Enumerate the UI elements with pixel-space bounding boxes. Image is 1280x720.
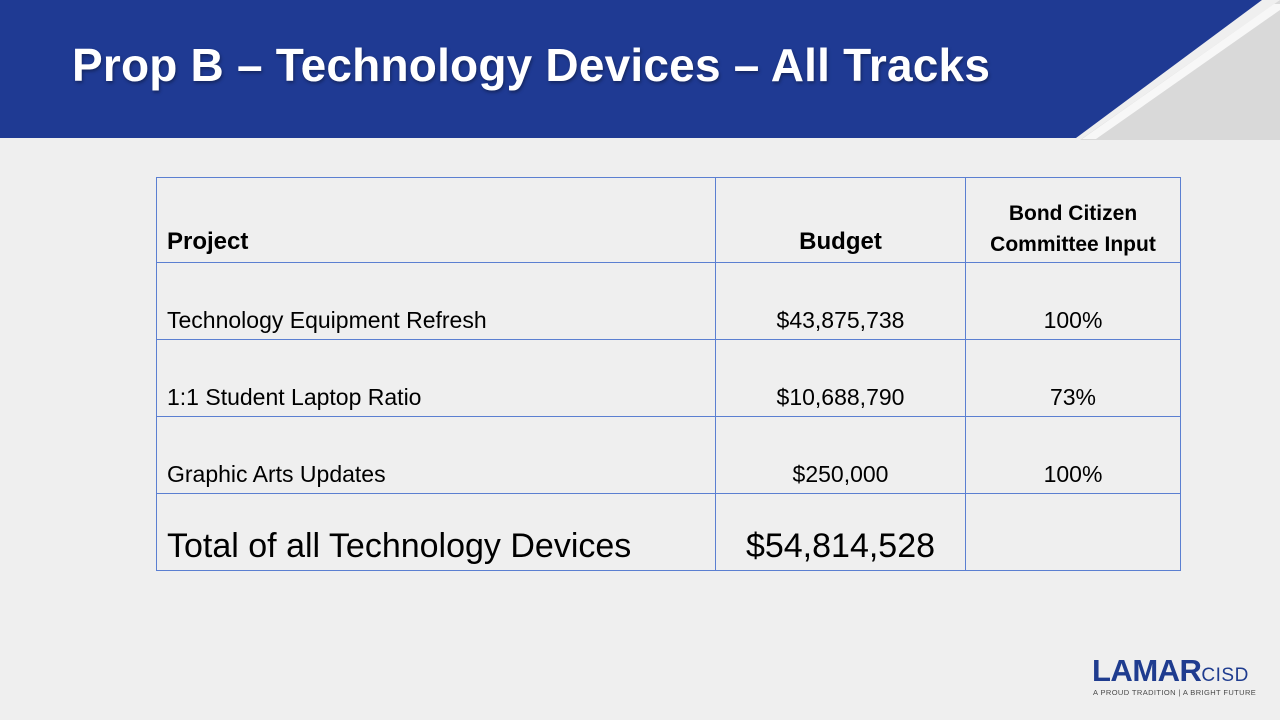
lamar-cisd-logo: LAMARCISD A PROUD TRADITION | A BRIGHT F…: [1092, 654, 1262, 702]
total-budget-cell: $54,814,528: [715, 493, 966, 571]
header-blue-band: [0, 0, 1262, 138]
column-header-budget: Budget: [715, 177, 966, 263]
table-row: 1:1 Student Laptop Ratio $10,688,790 73%: [156, 339, 1181, 417]
table-row: Graphic Arts Updates $250,000 100%: [156, 416, 1181, 494]
logo-word: LAMAR: [1092, 653, 1202, 688]
logo-wordmark: LAMARCISD: [1092, 654, 1249, 694]
project-cell: Graphic Arts Updates: [156, 416, 716, 494]
committee-input-cell: 73%: [965, 339, 1181, 417]
budget-cell: $43,875,738: [715, 262, 966, 340]
slide-title: Prop B – Technology Devices – All Tracks: [72, 39, 991, 91]
column-header-committee-input-line1: Bond Citizen: [1008, 202, 1138, 225]
committee-input-cell: 100%: [965, 416, 1181, 494]
column-header-committee-input-line2: Committee Input: [990, 233, 1156, 256]
table-header-row: Project Budget Bond Citizen Committee In…: [156, 177, 1181, 263]
logo-tagline: A PROUD TRADITION | A BRIGHT FUTURE: [1093, 688, 1257, 697]
total-committee-input-cell: [965, 493, 1181, 571]
budget-table: Project Budget Bond Citizen Committee In…: [156, 177, 1181, 571]
table-total-row: Total of all Technology Devices $54,814,…: [156, 493, 1181, 571]
project-cell: 1:1 Student Laptop Ratio: [156, 339, 716, 417]
logo-suffix: CISD: [1201, 665, 1249, 686]
header-banner: [0, 0, 1280, 140]
column-header-project: Project: [156, 177, 716, 263]
column-header-committee-input: Bond Citizen Committee Input: [965, 177, 1181, 263]
table-row: Technology Equipment Refresh $43,875,738…: [156, 262, 1181, 340]
project-cell: Technology Equipment Refresh: [156, 262, 716, 340]
header-banner-shape: [0, 0, 1280, 140]
header-corner-highlight: [1082, 4, 1280, 139]
total-label-cell: Total of all Technology Devices: [156, 493, 716, 571]
budget-cell: $250,000: [715, 416, 966, 494]
budget-cell: $10,688,790: [715, 339, 966, 417]
committee-input-cell: 100%: [965, 262, 1181, 340]
